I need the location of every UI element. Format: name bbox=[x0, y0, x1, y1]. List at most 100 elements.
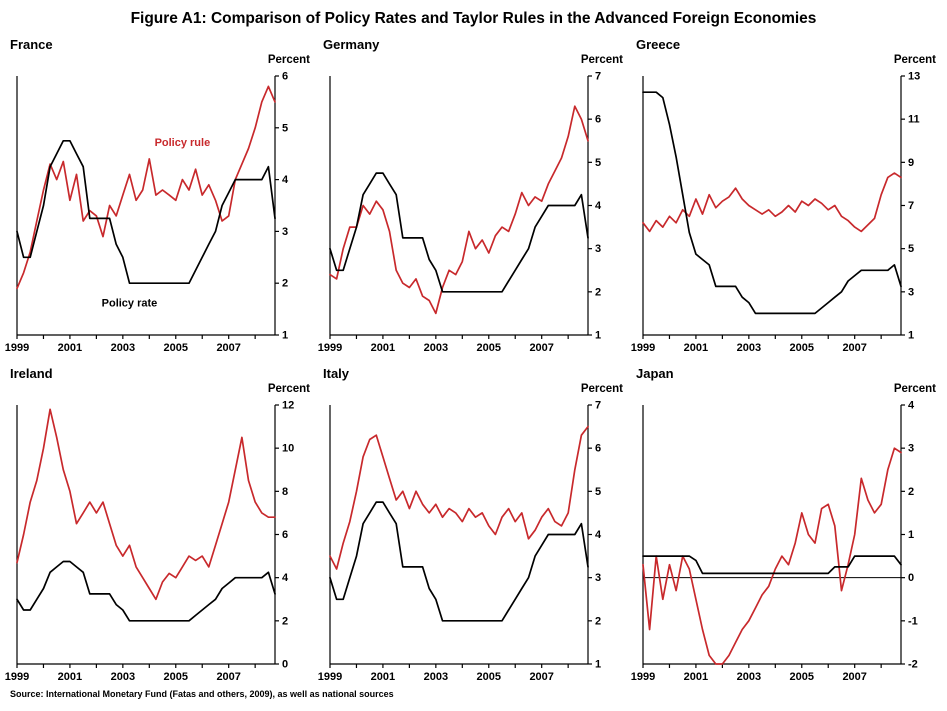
svg-text:1999: 1999 bbox=[5, 671, 29, 683]
svg-text:3: 3 bbox=[595, 572, 601, 584]
panel-greece: Greece Percent 1 3 5 7 9 11 13 1999 2001 2003 2005… bbox=[631, 36, 937, 359]
svg-text:2007: 2007 bbox=[216, 342, 240, 354]
panel-title-greece: Greece bbox=[636, 37, 681, 52]
figure-title: Figure A1: Comparison of Policy Rates an… bbox=[130, 10, 817, 27]
svg-text:7: 7 bbox=[908, 200, 914, 212]
svg-text:2007: 2007 bbox=[216, 671, 240, 683]
italy-chart: 1 2 3 4 5 6 7 1999 2001 2003 2005 2007 bbox=[318, 400, 602, 684]
y-axis-unit-label-germany: Percent bbox=[580, 54, 623, 66]
svg-text:5: 5 bbox=[595, 157, 601, 169]
svg-text:2: 2 bbox=[282, 615, 288, 627]
svg-text:2001: 2001 bbox=[684, 671, 708, 683]
svg-text:2003: 2003 bbox=[111, 342, 135, 354]
germany-chart: 1 2 3 4 5 6 7 1999 2001 2003 2005 2007 bbox=[318, 71, 602, 355]
svg-text:3: 3 bbox=[908, 443, 914, 455]
svg-text:4: 4 bbox=[595, 529, 602, 541]
panel-title-germany: Germany bbox=[323, 37, 380, 52]
panel-title-japan: Japan bbox=[636, 366, 674, 381]
svg-text:1999: 1999 bbox=[631, 342, 655, 354]
panel-france: France Percent 1 2 3 4 5 6 1999 2001 2003 2005 200… bbox=[5, 36, 311, 359]
svg-text:2005: 2005 bbox=[164, 342, 188, 354]
svg-text:9: 9 bbox=[908, 157, 914, 169]
svg-text:2: 2 bbox=[595, 615, 601, 627]
svg-text:2: 2 bbox=[282, 278, 288, 290]
svg-text:2007: 2007 bbox=[842, 342, 866, 354]
charts-grid: France Percent 1 2 3 4 5 6 1999 2001 2003 2005 200… bbox=[5, 36, 937, 688]
svg-text:0: 0 bbox=[282, 659, 288, 671]
svg-text:7: 7 bbox=[595, 71, 601, 83]
svg-text:7: 7 bbox=[595, 400, 601, 412]
y-axis-unit-label-italy: Percent bbox=[580, 383, 623, 395]
svg-text:13: 13 bbox=[908, 71, 920, 83]
svg-text:6: 6 bbox=[282, 71, 288, 83]
svg-text:0: 0 bbox=[908, 572, 914, 584]
svg-text:6: 6 bbox=[282, 529, 288, 541]
svg-text:1: 1 bbox=[908, 529, 914, 541]
svg-text:1: 1 bbox=[908, 330, 914, 342]
svg-text:2001: 2001 bbox=[58, 342, 82, 354]
y-axis-unit-label-japan: Percent bbox=[893, 383, 936, 395]
panel-ireland: Ireland Percent 0 2 4 6 8 10 12 1999 2001 2003 200… bbox=[5, 365, 311, 688]
svg-text:10: 10 bbox=[282, 443, 294, 455]
svg-text:2003: 2003 bbox=[111, 671, 135, 683]
y-axis-unit-label-ireland: Percent bbox=[267, 383, 310, 395]
svg-text:4: 4 bbox=[282, 572, 289, 584]
panel-italy: Italy Percent 1 2 3 4 5 6 7 1999 2001 2003 2005 200… bbox=[318, 365, 624, 688]
svg-text:5: 5 bbox=[908, 243, 914, 255]
panel-title-italy: Italy bbox=[323, 366, 350, 381]
svg-text:2001: 2001 bbox=[58, 671, 82, 683]
panel-title-france: France bbox=[10, 37, 53, 52]
svg-text:3: 3 bbox=[282, 226, 288, 238]
svg-text:1: 1 bbox=[595, 659, 601, 671]
svg-text:2001: 2001 bbox=[371, 671, 395, 683]
svg-text:6: 6 bbox=[595, 443, 601, 455]
ireland-chart: 0 2 4 6 8 10 12 1999 2001 2003 2005 2007 bbox=[5, 400, 294, 684]
svg-text:2007: 2007 bbox=[529, 671, 553, 683]
svg-text:4: 4 bbox=[908, 400, 915, 412]
svg-text:1999: 1999 bbox=[318, 671, 342, 683]
svg-text:2003: 2003 bbox=[737, 671, 761, 683]
svg-text:2001: 2001 bbox=[684, 342, 708, 354]
svg-text:1999: 1999 bbox=[5, 342, 29, 354]
svg-text:4: 4 bbox=[595, 200, 602, 212]
y-axis-unit-label-greece: Percent bbox=[893, 54, 936, 66]
svg-text:1999: 1999 bbox=[631, 671, 655, 683]
svg-text:Policy rate: Policy rate bbox=[102, 298, 158, 310]
svg-text:-1: -1 bbox=[908, 615, 918, 627]
svg-text:6: 6 bbox=[595, 114, 601, 126]
svg-text:2003: 2003 bbox=[424, 342, 448, 354]
svg-text:2007: 2007 bbox=[529, 342, 553, 354]
svg-text:8: 8 bbox=[282, 486, 288, 498]
svg-text:2: 2 bbox=[595, 286, 601, 298]
svg-text:2: 2 bbox=[908, 486, 914, 498]
svg-text:2007: 2007 bbox=[842, 671, 866, 683]
svg-text:2005: 2005 bbox=[790, 671, 814, 683]
svg-text:4: 4 bbox=[282, 174, 289, 186]
france-chart: 1 2 3 4 5 6 1999 2001 2003 2005 2007 Policy rule Pol… bbox=[5, 71, 289, 355]
svg-text:2005: 2005 bbox=[164, 671, 188, 683]
svg-text:12: 12 bbox=[282, 400, 294, 412]
source-note: Source: International Monetary Fund (Fat… bbox=[10, 689, 394, 699]
svg-text:2005: 2005 bbox=[477, 342, 501, 354]
japan-chart: -2 -1 0 1 2 3 4 1999 2001 2003 2005 2007 bbox=[631, 400, 918, 684]
svg-text:2003: 2003 bbox=[424, 671, 448, 683]
panel-title-ireland: Ireland bbox=[10, 366, 53, 381]
panel-japan: Japan Percent -2 -1 0 1 2 3 4 1999 2001 2003 2005 2… bbox=[631, 365, 937, 688]
svg-text:Policy rule: Policy rule bbox=[155, 137, 211, 149]
svg-text:2003: 2003 bbox=[737, 342, 761, 354]
svg-text:5: 5 bbox=[282, 122, 288, 134]
svg-text:5: 5 bbox=[595, 486, 601, 498]
svg-text:-2: -2 bbox=[908, 659, 918, 671]
svg-text:1: 1 bbox=[595, 330, 601, 342]
svg-text:11: 11 bbox=[908, 114, 920, 126]
svg-text:2001: 2001 bbox=[371, 342, 395, 354]
svg-text:3: 3 bbox=[908, 286, 914, 298]
svg-text:1: 1 bbox=[282, 330, 288, 342]
panel-germany: Germany Percent 1 2 3 4 5 6 7 1999 2001 2003 2005 2… bbox=[318, 36, 624, 359]
svg-text:3: 3 bbox=[595, 243, 601, 255]
y-axis-unit-label-france: Percent bbox=[267, 54, 310, 66]
svg-text:2005: 2005 bbox=[790, 342, 814, 354]
svg-text:1999: 1999 bbox=[318, 342, 342, 354]
